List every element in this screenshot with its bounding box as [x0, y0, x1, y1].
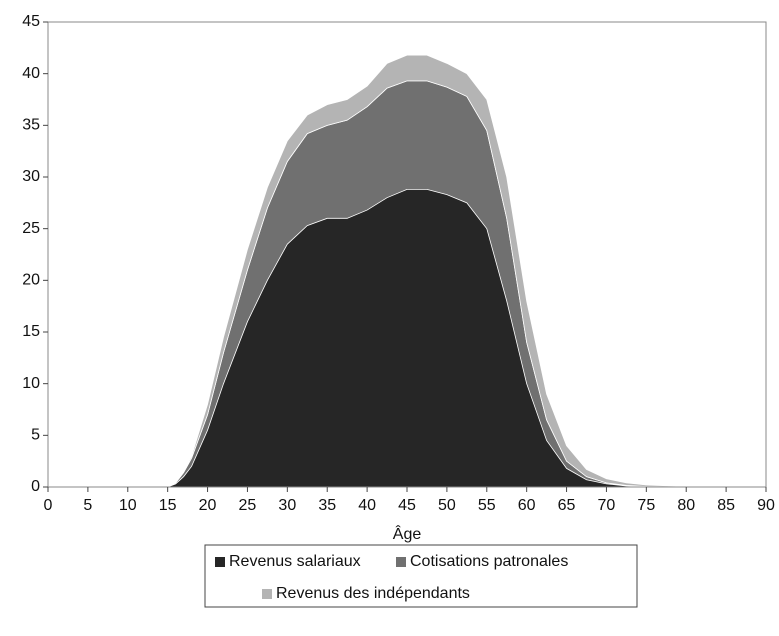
x-tick-label: 30 [278, 497, 296, 514]
y-tick-label: 20 [22, 272, 40, 289]
x-tick-label: 0 [44, 497, 53, 514]
x-tick-label: 60 [518, 497, 536, 514]
y-tick-label: 10 [22, 375, 40, 392]
x-tick-label: 75 [637, 497, 655, 514]
x-tick-label: 70 [598, 497, 616, 514]
legend-label: Cotisations patronales [410, 553, 568, 570]
x-tick-label: 45 [398, 497, 416, 514]
y-tick-label: 35 [22, 117, 40, 134]
x-tick-label: 90 [757, 497, 775, 514]
y-tick-label: 5 [31, 427, 40, 444]
y-tick-label: 25 [22, 220, 40, 237]
x-tick-label: 85 [717, 497, 735, 514]
legend-label: Revenus des indépendants [276, 585, 470, 602]
legend-box [204, 544, 638, 608]
y-tick-label: 40 [22, 65, 40, 82]
x-tick-label: 80 [677, 497, 695, 514]
legend-label: Revenus salariaux [229, 553, 361, 570]
x-tick-label: 40 [358, 497, 376, 514]
x-tick-label: 5 [83, 497, 92, 514]
legend-swatch [396, 557, 406, 567]
y-tick-label: 30 [22, 168, 40, 185]
y-tick-label: 0 [31, 478, 40, 495]
x-tick-label: 65 [558, 497, 576, 514]
x-tick-label: 35 [318, 497, 336, 514]
y-tick-label: 45 [22, 13, 40, 30]
x-tick-label: 55 [478, 497, 496, 514]
area [48, 54, 766, 488]
legend-swatch [262, 589, 272, 599]
x-tick-label: 15 [159, 497, 177, 514]
x-tick-label: 50 [438, 497, 456, 514]
y-tick-label: 15 [22, 323, 40, 340]
x-axis-label: Âge [393, 524, 422, 543]
x-tick-label: 20 [199, 497, 217, 514]
x-tick-label: 10 [119, 497, 137, 514]
area [48, 189, 766, 487]
legend-swatch [215, 557, 225, 567]
x-tick-label: 25 [239, 497, 257, 514]
